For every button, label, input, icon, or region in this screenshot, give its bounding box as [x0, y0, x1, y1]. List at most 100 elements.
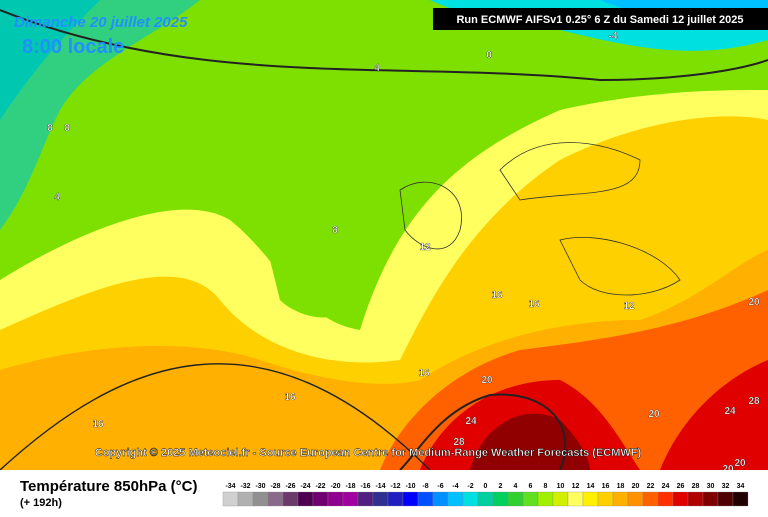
- scale-swatch: [732, 491, 749, 507]
- contour-label: 20: [734, 458, 746, 469]
- scale-label: -30: [255, 483, 265, 490]
- scale-label: 24: [662, 483, 670, 490]
- contour-label: 12: [623, 301, 635, 312]
- contour-label: 0: [486, 50, 492, 61]
- scale-label: 0: [484, 483, 488, 490]
- cool-area: [0, 0, 100, 120]
- scale-swatch: [597, 491, 614, 507]
- scale-label: 20: [632, 483, 640, 490]
- scale-label: 16: [602, 483, 610, 490]
- contour-label: 4: [54, 192, 60, 203]
- scale-label: -8: [422, 483, 428, 490]
- scale-label: 34: [737, 483, 745, 490]
- run-info: Run ECMWF AIFSv1 0.25° 6 Z du Samedi 12 …: [456, 14, 743, 26]
- scale-swatch: [567, 491, 584, 507]
- forecast-time: 8:00 locale: [22, 36, 124, 58]
- scale-label: -34: [225, 483, 235, 490]
- scale-label: 22: [647, 483, 655, 490]
- contour-label: -4: [609, 31, 618, 42]
- scale-swatch: [387, 491, 404, 507]
- run-banner: [433, 8, 768, 30]
- scale-swatch: [717, 491, 734, 507]
- scale-swatch: [507, 491, 524, 507]
- scale-label: 10: [557, 483, 565, 490]
- coastline: [399, 142, 681, 296]
- contour-label: 20: [648, 409, 660, 420]
- scale-label: 28: [692, 483, 700, 490]
- cool-patch: [270, 243, 360, 318]
- scale-swatch: [477, 491, 494, 507]
- scale-swatch: [402, 491, 419, 507]
- scale-swatch: [342, 491, 359, 507]
- scale-swatch: [642, 491, 659, 507]
- contour-label: 16: [284, 392, 296, 403]
- map: Run ECMWF AIFSv1 0.25° 6 Z du Samedi 12 …: [0, 0, 768, 475]
- scale-swatch: [447, 491, 464, 507]
- scale-swatch: [432, 491, 449, 507]
- contour-label: 8: [47, 123, 53, 134]
- isotherm: [0, 363, 431, 471]
- scale-label: 6: [529, 483, 533, 490]
- contour-label: 16: [418, 368, 430, 379]
- very-hot-area: [470, 413, 590, 470]
- scale-swatch: [672, 491, 689, 507]
- isotherm: [0, 9, 768, 82]
- scale-label: -4: [452, 483, 458, 490]
- scale-swatch: [357, 491, 374, 507]
- scale-swatch: [627, 491, 644, 507]
- scale-label: 18: [617, 483, 625, 490]
- contour-label: 28: [453, 437, 465, 448]
- scale-label: -24: [300, 483, 310, 490]
- scale-label: -14: [375, 483, 385, 490]
- cool-area: [0, 0, 200, 230]
- contour-label: 24: [465, 416, 477, 427]
- footer-title: Température 850hPa (°C): [20, 478, 197, 495]
- scale-swatch: [582, 491, 599, 507]
- scale-label: 32: [722, 483, 730, 490]
- scale-label: -2: [467, 483, 473, 490]
- contour-label: 20: [481, 375, 493, 386]
- scale-label: -10: [405, 483, 415, 490]
- scale-label: -6: [437, 483, 443, 490]
- scale-label: -32: [240, 483, 250, 490]
- scale-label: -22: [315, 483, 325, 490]
- scale-swatch: [552, 491, 569, 507]
- contour-label: 4: [374, 63, 380, 74]
- forecast-date: Dimanche 20 juillet 2025: [14, 14, 188, 31]
- scale-swatch: [537, 491, 554, 507]
- scale-swatch: [687, 491, 704, 507]
- scale-label: -12: [390, 483, 400, 490]
- footer-lead: (+ 192h): [20, 497, 62, 509]
- contour-label: 16: [491, 290, 503, 301]
- copyright: Copyright © 2025 Meteociel.fr - Source E…: [95, 447, 642, 459]
- scale-swatch: [417, 491, 434, 507]
- scale-swatch: [522, 491, 539, 507]
- scale-swatch: [282, 491, 299, 507]
- scale-label: -18: [345, 483, 355, 490]
- scale-label: 26: [677, 483, 685, 490]
- scale-swatch: [267, 491, 284, 507]
- scale-label: -20: [330, 483, 340, 490]
- isotherm: [399, 393, 567, 471]
- scale-swatch: [237, 491, 254, 507]
- scale-label: 30: [707, 483, 715, 490]
- scale-swatch: [492, 491, 509, 507]
- scale-swatch: [222, 491, 239, 507]
- scale-swatch: [612, 491, 629, 507]
- contour-label: 24: [724, 406, 736, 417]
- scale-swatch: [702, 491, 719, 507]
- contour-label: 16: [528, 299, 540, 310]
- contour-label: 28: [748, 396, 760, 407]
- scale-swatch: [327, 491, 344, 507]
- scale-swatch: [312, 491, 329, 507]
- scale-label: 2: [499, 483, 503, 490]
- contour-label: 16: [92, 419, 104, 430]
- color-scale: -34 -32 -30 -28 -26 -24 -22 -20 -18 -16 -14 -12 -10-…: [222, 483, 749, 507]
- scale-swatch: [657, 491, 674, 507]
- scale-label: -16: [360, 483, 370, 490]
- scale-label: 14: [587, 483, 595, 490]
- contour-label: 8: [64, 123, 70, 134]
- scale-label: 12: [572, 483, 580, 490]
